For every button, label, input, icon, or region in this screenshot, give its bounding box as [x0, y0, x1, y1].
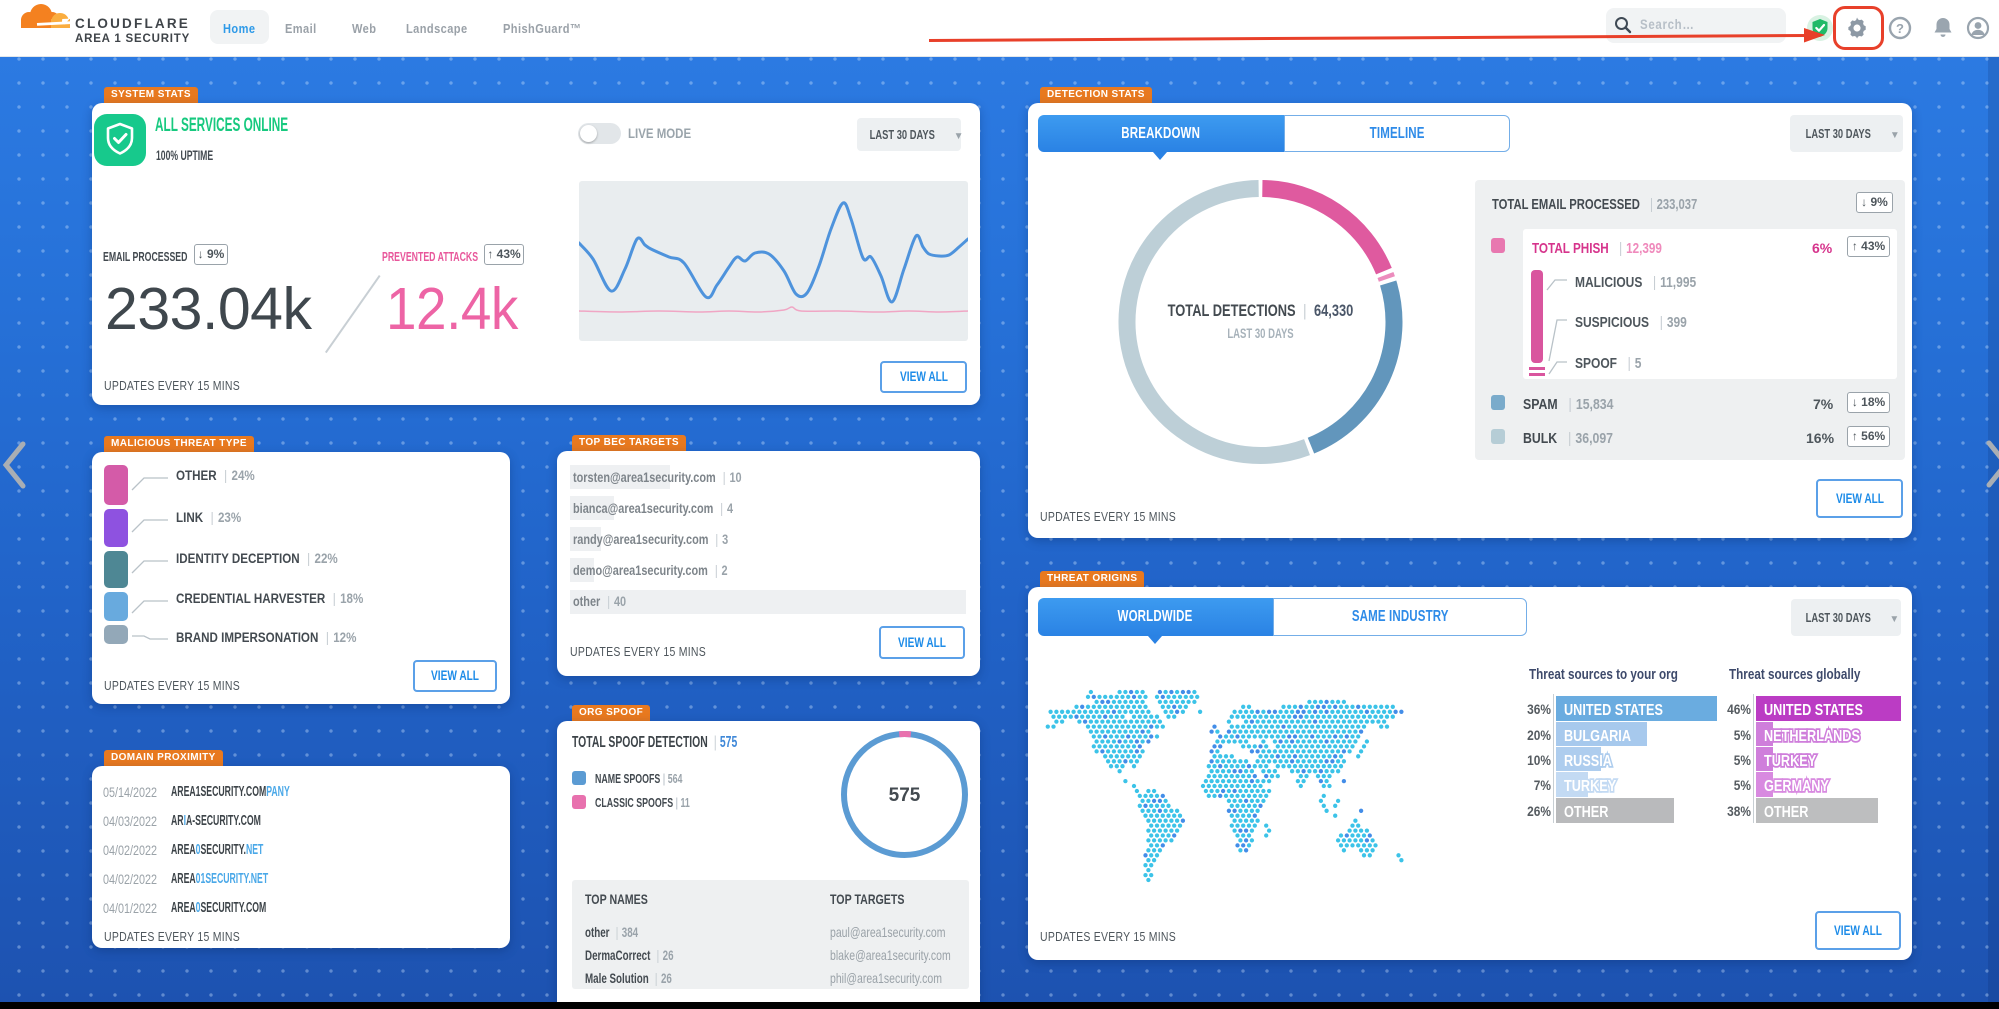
svg-text:TURKEY: TURKEY	[1564, 778, 1617, 795]
svg-text:46%: 46%	[1727, 701, 1751, 717]
svg-text:RUSSIA: RUSSIA	[1564, 753, 1612, 770]
svg-text:BULGARIA: BULGARIA	[1564, 728, 1631, 745]
svg-text:20%: 20%	[1527, 727, 1551, 743]
svg-text:36%: 36%	[1527, 701, 1551, 717]
svg-text:UNITED STATES: UNITED STATES	[1564, 702, 1663, 719]
svg-text:NETHERLANDS: NETHERLANDS	[1764, 728, 1860, 745]
svg-text:10%: 10%	[1527, 752, 1551, 768]
svg-text:OTHER: OTHER	[1764, 804, 1808, 821]
svg-text:GERMANY: GERMANY	[1764, 778, 1829, 795]
svg-text:7%: 7%	[1534, 777, 1552, 793]
svg-text:5%: 5%	[1734, 727, 1752, 743]
svg-text:UNITED STATES: UNITED STATES	[1764, 702, 1863, 719]
svg-text:OTHER: OTHER	[1564, 804, 1608, 821]
svg-text:5%: 5%	[1734, 777, 1752, 793]
svg-text:5%: 5%	[1734, 752, 1752, 768]
svg-text:38%: 38%	[1727, 803, 1751, 819]
svg-text:?: ?	[1896, 21, 1904, 36]
svg-text:TURKEY: TURKEY	[1764, 753, 1817, 770]
svg-text:26%: 26%	[1527, 803, 1551, 819]
